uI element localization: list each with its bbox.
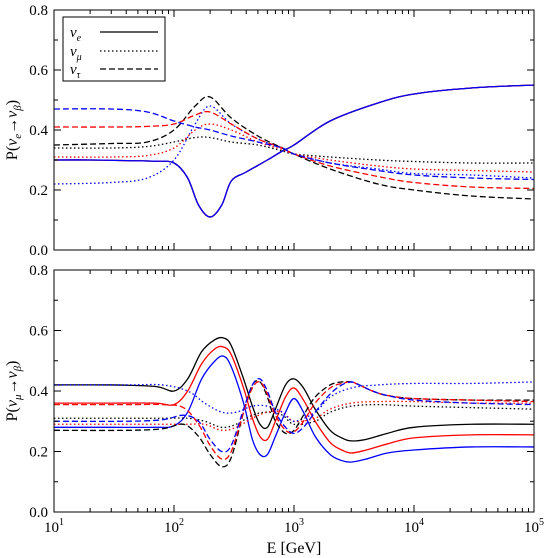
x-tick-label: 102 [164,517,184,536]
y-tick-labels: 0.0 0.2 0.4 0.6 0.8 [29,3,48,259]
series-line-8 [54,378,534,453]
legend-box [62,16,166,82]
y-tick-label: 0.6 [29,324,48,340]
series-line-7 [54,110,534,190]
legend-entry-e: νe [70,25,158,44]
legend: νe νμ ντ [62,16,166,82]
plot-frame [53,269,535,513]
y-tick-label: 0.2 [29,445,48,461]
y-tick-label: 0.0 [29,243,48,259]
y-tick-label: 0.8 [29,263,48,279]
legend-entry-mu: νμ [70,44,158,63]
series-lines [54,336,534,468]
series-line-4 [54,123,534,173]
svg-text:νμ: νμ [70,44,82,63]
x-axis-label: E [GeV] [267,540,322,557]
panel-bottom: 0.0 0.2 0.4 0.6 0.8 101 102 103 104 105 P(νμ→νβ)… [4,263,544,557]
axes [53,9,535,251]
series-line-0 [54,336,534,442]
series-line-6 [54,95,534,200]
x-tick-label: 105 [524,517,544,536]
svg-text:ντ: ντ [70,62,81,81]
x-tick-label: 101 [44,517,64,536]
series-line-1 [54,84,534,218]
series-line-2 [54,84,534,218]
series-line-5 [54,105,534,185]
y-tick-label: 0.0 [29,505,48,521]
y-tick-label: 0.8 [29,3,48,19]
panel-top: 0.0 0.2 0.4 0.6 0.8 P(νe→νβ) νe νμ ντ [4,3,535,259]
y-tick-label: 0.6 [29,63,48,79]
axes [53,269,535,513]
x-tick-label: 104 [404,517,424,536]
legend-entry-tau: ντ [70,62,158,81]
x-tick-labels: 101 102 103 104 105 [44,517,544,536]
series-line-0 [54,84,534,218]
y-axis-label: P(νμ→νβ) [4,361,24,422]
series-line-5 [54,381,534,422]
series-line-1 [54,345,534,454]
series-line-6 [54,380,534,468]
series-line-7 [54,381,534,461]
y-tick-label: 0.4 [29,123,48,139]
series-lines [54,84,534,218]
series-line-8 [54,108,534,181]
x-tick-label: 103 [284,517,304,536]
svg-text:νe: νe [70,25,82,44]
y-tick-label: 0.2 [29,183,48,199]
y-axis-label: P(νe→νβ) [4,100,24,160]
y-tick-label: 0.4 [29,384,48,400]
series-line-4 [54,400,534,432]
y-tick-labels: 0.0 0.2 0.4 0.6 0.8 [29,263,48,521]
series-line-2 [54,355,534,463]
series-line-3 [54,136,534,164]
